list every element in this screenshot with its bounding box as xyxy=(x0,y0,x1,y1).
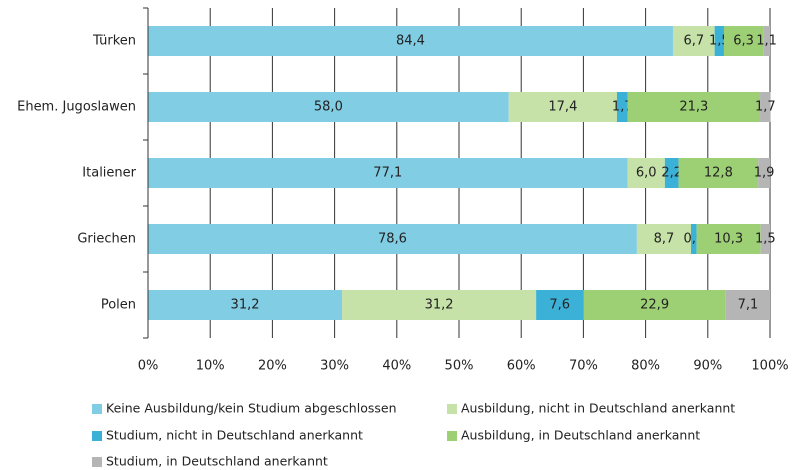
bar-segment xyxy=(148,26,673,56)
data-label: 6,3 xyxy=(733,34,754,49)
bar-segment xyxy=(627,92,761,122)
y-tick-label: Polen xyxy=(101,298,136,313)
bar-segment xyxy=(758,158,770,188)
data-label: 12,8 xyxy=(704,166,733,181)
x-tick-label: 30% xyxy=(320,359,349,374)
bar-segment xyxy=(627,158,665,188)
bar-segment xyxy=(148,290,343,320)
bar-segment xyxy=(148,92,509,122)
bar-segment xyxy=(691,224,697,254)
data-label: 8,7 xyxy=(654,232,675,247)
legend-swatch xyxy=(92,457,102,467)
x-tick-label: 0% xyxy=(138,359,159,374)
legend-label: Studium, nicht in Deutschland anerkannt xyxy=(106,428,363,443)
legend-swatch xyxy=(447,431,457,441)
data-label: 1,7 xyxy=(755,100,776,115)
bars: 84,4 6,7 1,5 6,3 1,1 58,0 17,4 1,7 21,3 1,7 77,1 6,… xyxy=(148,26,777,320)
data-label: 58,0 xyxy=(314,100,343,115)
data-label: 6,7 xyxy=(683,34,704,49)
bar-segment xyxy=(763,26,770,56)
bar-segment xyxy=(508,92,617,122)
data-label: 1,1 xyxy=(756,34,777,49)
data-label: 6,0 xyxy=(636,166,657,181)
x-tick-label: 100% xyxy=(751,359,788,374)
x-tick-label: 50% xyxy=(445,359,474,374)
x-tick-label: 10% xyxy=(196,359,225,374)
data-label: 21,3 xyxy=(679,100,708,115)
data-label: 10,3 xyxy=(714,232,743,247)
legend-label: Ausbildung, nicht in Deutschland anerkan… xyxy=(461,401,735,416)
bar-segment xyxy=(664,158,679,188)
data-label: 1,7 xyxy=(612,100,633,115)
data-label: 31,2 xyxy=(425,298,454,313)
bar-segment xyxy=(672,26,715,56)
legend: Keine Ausbildung/kein Studium abgeschlos… xyxy=(92,401,735,469)
bar-segment xyxy=(696,224,761,254)
bar-segment xyxy=(616,92,628,122)
legend-label: Keine Ausbildung/kein Studium abgeschlos… xyxy=(106,401,397,416)
bar-segment xyxy=(723,26,764,56)
y-tick-label: Ehem. Jugoslawen xyxy=(17,100,136,115)
legend-swatch xyxy=(92,404,102,414)
x-tick-label: 20% xyxy=(258,359,287,374)
x-tick-label: 90% xyxy=(693,359,722,374)
data-label: 31,2 xyxy=(231,298,260,313)
legend-label: Ausbildung, in Deutschland anerkannt xyxy=(461,428,700,443)
y-tick-label: Türken xyxy=(92,34,136,49)
x-tick-label: 40% xyxy=(382,359,411,374)
bar-segment xyxy=(760,92,771,122)
data-label: 1,9 xyxy=(754,166,775,181)
legend-label: Studium, in Deutschland anerkannt xyxy=(106,454,328,469)
x-tick-label: 70% xyxy=(569,359,598,374)
legend-swatch xyxy=(447,404,457,414)
y-tick-label: Italiener xyxy=(82,166,136,181)
bar-segment xyxy=(148,224,637,254)
bar-segment xyxy=(342,290,537,320)
x-tick-label: 80% xyxy=(631,359,660,374)
data-label: 17,4 xyxy=(548,100,577,115)
bar-segment xyxy=(536,290,584,320)
bar-segment xyxy=(678,158,759,188)
data-label: 78,6 xyxy=(378,232,407,247)
data-label: 77,1 xyxy=(373,166,402,181)
bar-segment xyxy=(725,290,770,320)
data-label: 7,1 xyxy=(738,298,759,313)
data-label: 7,6 xyxy=(549,298,570,313)
bar-segment xyxy=(636,224,692,254)
y-tick-label: Griechen xyxy=(77,232,136,247)
bar-segment xyxy=(148,158,628,188)
bar-segment xyxy=(583,290,726,320)
bar-segment xyxy=(714,26,724,56)
legend-swatch xyxy=(92,431,102,441)
data-label: 1,5 xyxy=(755,232,776,247)
data-label: 2,2 xyxy=(661,166,682,181)
axes: 0% 10% 20% 30% 40% 50% 60% 70% 80% 90% 100% Türken E… xyxy=(17,7,789,374)
data-label: 22,9 xyxy=(640,298,669,313)
data-label: 84,4 xyxy=(396,34,425,49)
bar-segment xyxy=(760,224,770,254)
x-tick-label: 60% xyxy=(507,359,536,374)
